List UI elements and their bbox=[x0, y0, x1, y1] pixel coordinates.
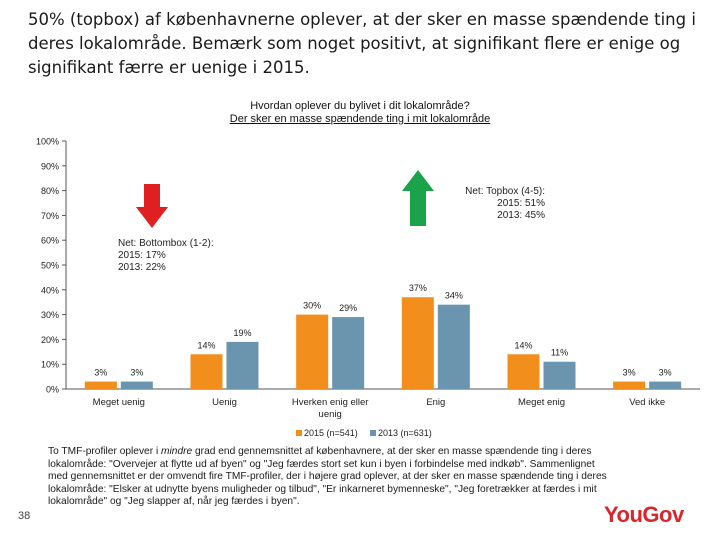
data-label: 37% bbox=[409, 283, 427, 293]
bar-chart: 0% 10% 20% 30% 40% 50% 60% 70% 80% 90% 100% 3% 3% Meg… bbox=[36, 137, 700, 438]
green-up-arrow-icon bbox=[402, 170, 434, 226]
chart-title-block: Hvordan oplever du bylivet i dit lokalom… bbox=[140, 100, 580, 126]
y-tick-label: 20% bbox=[41, 335, 59, 345]
slide-title: 50% (topbox) af københavnerne oplever, a… bbox=[28, 10, 696, 77]
y-tick-label: 40% bbox=[41, 285, 59, 295]
footnote-emphasis: mindre bbox=[161, 446, 193, 457]
y-tick-label: 100% bbox=[36, 137, 59, 147]
yougov-logo: YouGov bbox=[604, 502, 684, 527]
data-label: 14% bbox=[514, 340, 532, 350]
footnote-part-2: grad end gennemsnittet af københavnere, … bbox=[48, 446, 607, 508]
footnote: To TMF-profiler oplever i mindre grad en… bbox=[48, 446, 608, 509]
topbox-annotation: 2015: 51% bbox=[497, 198, 545, 209]
topbox-annotation: Net: Topbox (4-5): bbox=[465, 186, 545, 197]
y-tick-label: 0% bbox=[46, 385, 59, 395]
topbox-annotation: 2013: 45% bbox=[497, 210, 545, 221]
bar-2013 bbox=[437, 304, 470, 389]
y-tick-label: 30% bbox=[41, 310, 59, 320]
y-tick-label: 90% bbox=[41, 161, 59, 171]
bar-2013 bbox=[543, 361, 576, 389]
chart-title: Hvordan oplever du bylivet i dit lokalom… bbox=[250, 100, 470, 112]
legend-label: 2015 (n=541) bbox=[304, 428, 358, 438]
y-tick-label: 60% bbox=[41, 236, 59, 246]
footnote-part-1: To TMF-profiler oplever i bbox=[48, 446, 162, 457]
bar-2013 bbox=[649, 381, 682, 389]
legend-swatch bbox=[296, 430, 302, 436]
data-label: 3% bbox=[623, 368, 636, 378]
page-number: 38 bbox=[18, 510, 31, 522]
bar-2015 bbox=[296, 314, 329, 389]
y-tick-label: 80% bbox=[41, 186, 59, 196]
x-tick-label: Meget enig bbox=[518, 397, 565, 408]
x-tick-label: Enig bbox=[426, 397, 445, 408]
data-label: 3% bbox=[659, 368, 672, 378]
bar-2015 bbox=[507, 354, 540, 389]
legend-label: 2013 (n=631) bbox=[378, 428, 432, 438]
bar-2013 bbox=[120, 381, 153, 389]
bottombox-annotation: Net: Bottombox (1-2): bbox=[118, 238, 214, 249]
bar-2015 bbox=[613, 381, 646, 389]
x-tick-label: uenig bbox=[319, 409, 342, 420]
x-tick-label: Uenig bbox=[212, 397, 237, 408]
y-tick-label: 70% bbox=[41, 211, 59, 221]
data-label: 3% bbox=[94, 368, 107, 378]
bottombox-annotation: 2015: 17% bbox=[118, 250, 166, 261]
data-label: 19% bbox=[233, 328, 251, 338]
bar-2015 bbox=[401, 297, 434, 389]
bottombox-annotation: 2013: 22% bbox=[118, 262, 166, 273]
bar-2015 bbox=[190, 354, 223, 389]
x-tick-label: Meget uenig bbox=[93, 397, 145, 408]
x-tick-label: Ved ikke bbox=[629, 397, 665, 408]
y-tick-label: 10% bbox=[41, 360, 59, 370]
red-down-arrow-icon bbox=[136, 184, 168, 228]
data-label: 14% bbox=[197, 340, 215, 350]
bar-2015 bbox=[84, 381, 117, 389]
data-label: 30% bbox=[303, 301, 321, 311]
bar-2013 bbox=[332, 317, 365, 389]
data-label: 34% bbox=[445, 291, 463, 301]
legend-swatch bbox=[370, 430, 376, 436]
data-label: 11% bbox=[551, 348, 568, 358]
chart-subtitle: Der sker en masse spændende ting i mit l… bbox=[229, 113, 491, 125]
data-label: 3% bbox=[130, 368, 143, 378]
data-label: 29% bbox=[339, 303, 357, 313]
x-tick-label: Hverken enig eller bbox=[292, 397, 369, 408]
y-tick-label: 50% bbox=[41, 261, 59, 271]
bar-2013 bbox=[226, 341, 259, 389]
